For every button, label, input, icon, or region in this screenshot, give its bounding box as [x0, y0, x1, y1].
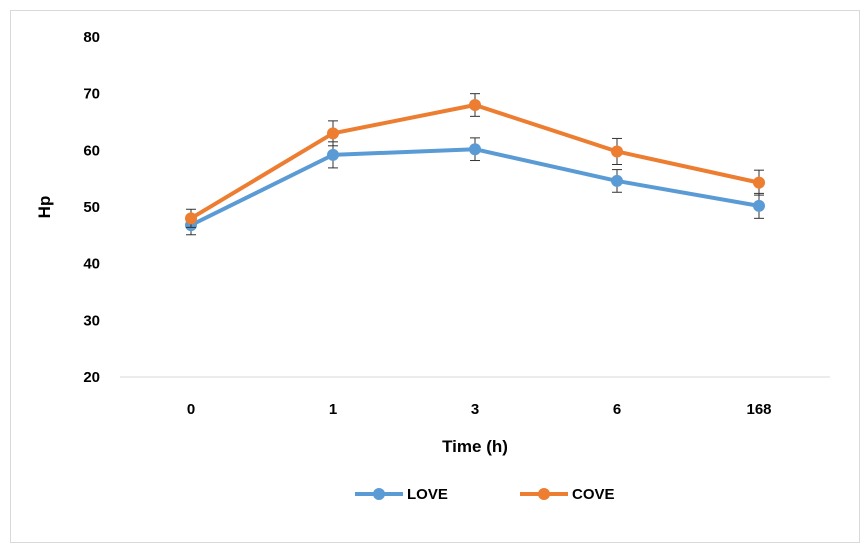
y-tick-label: 30 [83, 312, 100, 329]
y-tick-label: 20 [83, 369, 100, 386]
y-tick-label: 60 [83, 142, 100, 159]
x-tick-label: 3 [471, 401, 479, 418]
data-point [185, 212, 197, 225]
x-axis-ticks: 0 1 3 6 168 [187, 401, 772, 418]
data-point [611, 174, 623, 187]
series-line [189, 103, 760, 221]
x-tick-label: 168 [746, 401, 771, 418]
legend-label: LOVE [407, 486, 448, 503]
data-point [753, 176, 765, 189]
x-tick-label: 6 [613, 401, 621, 418]
data-point [327, 127, 339, 140]
series-love [185, 137, 765, 236]
legend-marker [538, 488, 550, 500]
y-axis-title: Hp [35, 196, 54, 219]
x-axis-title: Time (h) [442, 437, 508, 456]
data-point [327, 148, 339, 161]
data-point [611, 145, 623, 158]
data-point [469, 143, 481, 156]
y-axis-ticks: 20 30 40 50 60 70 80 [83, 29, 100, 386]
y-tick-label: 80 [83, 29, 100, 46]
series-cove [185, 93, 765, 228]
y-tick-label: 70 [83, 86, 100, 103]
data-point [469, 99, 481, 111]
chart-frame [10, 10, 860, 543]
legend-label: COVE [572, 486, 615, 503]
x-tick-label: 0 [187, 401, 195, 418]
data-point [753, 199, 765, 212]
legend-item-cove: COVE [520, 486, 615, 503]
y-tick-label: 40 [83, 256, 100, 273]
legend: LOVE COVE [355, 486, 615, 503]
x-tick-label: 1 [329, 401, 337, 418]
series-layer [185, 93, 765, 236]
y-tick-label: 50 [83, 199, 100, 216]
legend-item-love: LOVE [355, 486, 448, 503]
legend-marker [373, 488, 385, 500]
